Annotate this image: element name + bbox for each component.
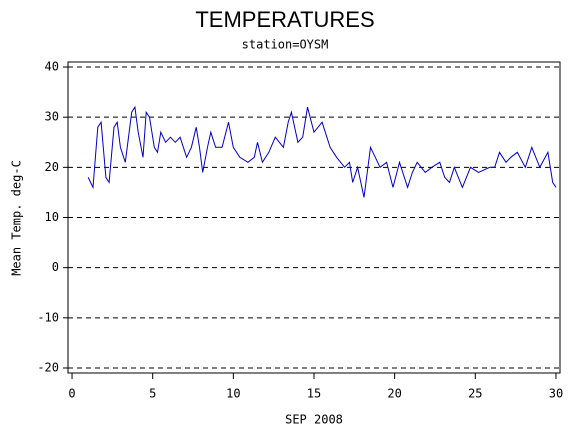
chart-title: TEMPERATURES xyxy=(195,7,374,32)
y-tick-label: 40 xyxy=(45,60,59,74)
x-tick-label: 20 xyxy=(387,387,401,401)
x-tick-label: 5 xyxy=(149,387,156,401)
x-tick-label: 0 xyxy=(68,387,75,401)
y-tick-label: 30 xyxy=(45,110,59,124)
y-tick-label: -10 xyxy=(37,310,59,324)
x-tick-label: 10 xyxy=(226,387,240,401)
y-tick-label: -20 xyxy=(37,360,59,374)
y-tick-label: 0 xyxy=(52,260,59,274)
y-tick-label: 10 xyxy=(45,210,59,224)
y-tick-label: 20 xyxy=(45,160,59,174)
x-axis-label: SEP 2008 xyxy=(285,413,343,427)
chart-subtitle: station=OYSM xyxy=(242,38,329,52)
data-line xyxy=(87,105,557,198)
y-axis-label: Mean Temp. deg-C xyxy=(10,160,24,276)
x-tick-label: 25 xyxy=(468,387,482,401)
x-tick-label: 30 xyxy=(549,387,563,401)
x-tick-label: 15 xyxy=(307,387,321,401)
